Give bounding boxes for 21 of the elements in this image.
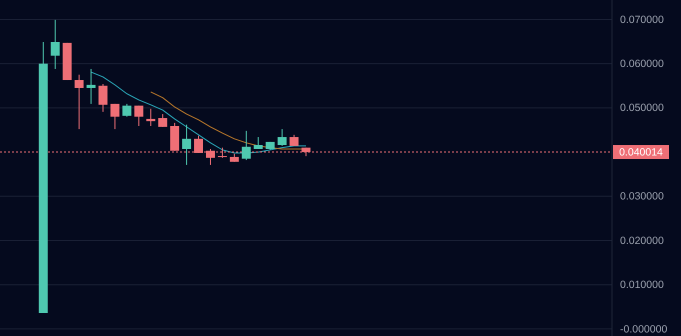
candlestick [74,74,84,130]
candlestick [134,105,144,126]
candlestick [98,84,108,112]
y-tick-label: 0.020000 [620,234,664,247]
y-tick-label: 0.030000 [620,190,664,203]
candlestick [86,68,96,104]
candlestick [50,19,60,70]
y-tick-label: 0.060000 [620,58,664,70]
y-tick-label: 0.070000 [620,14,664,26]
candlestick [182,124,192,166]
candlestick [254,136,263,150]
y-tick-label: 0.050000 [620,102,664,114]
candlestick [110,103,120,130]
candlestick [122,103,132,118]
candlestick [278,128,287,146]
candlestick [158,114,168,128]
candlestick [242,130,251,161]
ref-line-label: 0.040014 [619,146,664,159]
y-tick-label: 0.010000 [620,279,664,292]
candlestick [290,134,299,146]
y-tick-label: -0.000000 [620,323,668,336]
